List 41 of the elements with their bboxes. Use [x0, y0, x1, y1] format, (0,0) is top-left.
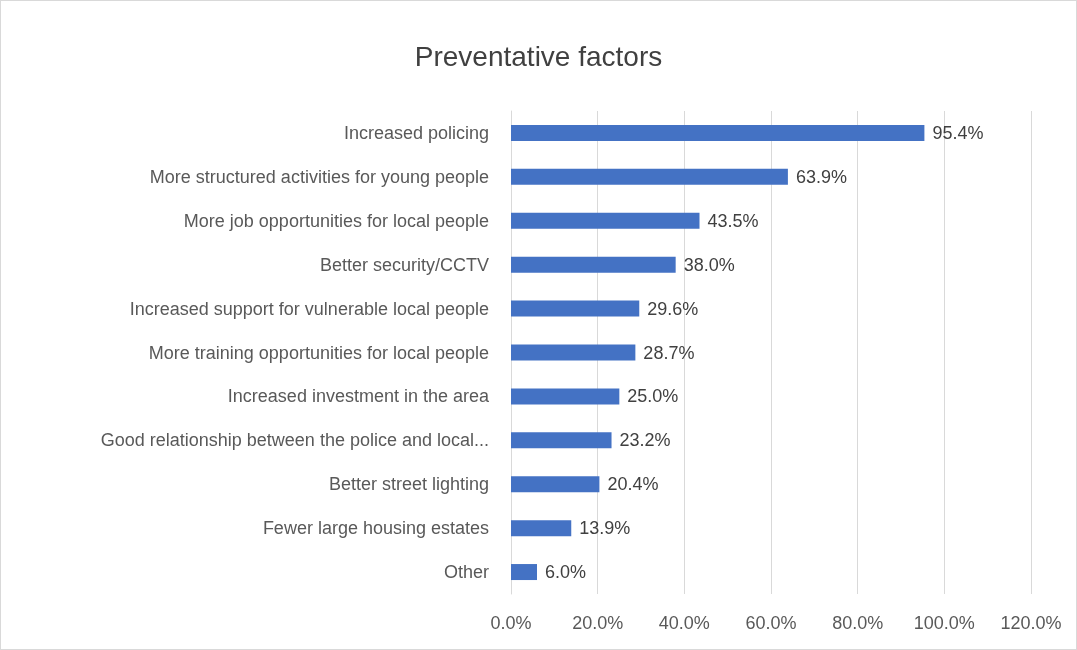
- bar: [511, 300, 640, 317]
- bar: [511, 124, 925, 141]
- data-label: 20.4%: [607, 474, 659, 495]
- bar: [511, 256, 676, 273]
- data-label: 25.0%: [627, 386, 679, 407]
- data-label: 95.4%: [932, 122, 984, 143]
- data-label: 29.6%: [647, 298, 699, 319]
- y-tick-label: Other: [443, 562, 489, 583]
- data-label: 43.5%: [707, 210, 759, 231]
- data-label: 6.0%: [545, 562, 587, 583]
- chart-title: Preventative factors: [414, 40, 663, 72]
- y-tick-label: Better street lighting: [328, 474, 489, 495]
- x-tick-label: 100.0%: [913, 613, 975, 633]
- y-tick-label: More training opportunities for local people: [148, 342, 489, 363]
- y-tick-label: Increased support for vulnerable local people: [129, 298, 489, 319]
- bar: [511, 212, 700, 229]
- data-label: 38.0%: [683, 254, 735, 275]
- x-tick-label: 20.0%: [572, 613, 624, 633]
- y-tick-label: Fewer large housing estates: [262, 518, 489, 539]
- x-tick-label: 60.0%: [745, 613, 797, 633]
- data-label: 28.7%: [643, 342, 695, 363]
- x-tick-label: 120.0%: [1000, 613, 1062, 633]
- y-tick-label: More job opportunities for local people: [183, 210, 489, 231]
- bar: [511, 168, 788, 185]
- x-tick-label: 40.0%: [658, 613, 710, 633]
- y-tick-label: Good relationship between the police and local...: [100, 430, 489, 451]
- data-label: 63.9%: [795, 166, 847, 187]
- y-tick-label: Increased policing: [343, 122, 489, 143]
- x-tick-label: 0.0%: [490, 613, 532, 633]
- bar: [511, 564, 537, 581]
- bar: [511, 476, 600, 493]
- y-tick-label: Better security/CCTV: [319, 254, 489, 275]
- bar: [511, 344, 636, 361]
- y-tick-label: More structured activities for young people: [149, 166, 489, 187]
- data-label: 23.2%: [619, 430, 671, 451]
- bar: [511, 520, 572, 537]
- bar: [511, 432, 612, 449]
- x-tick-label: 80.0%: [832, 613, 884, 633]
- data-label: 13.9%: [579, 518, 631, 539]
- bar: [511, 388, 620, 405]
- y-tick-label: Increased investment in the area: [227, 386, 490, 407]
